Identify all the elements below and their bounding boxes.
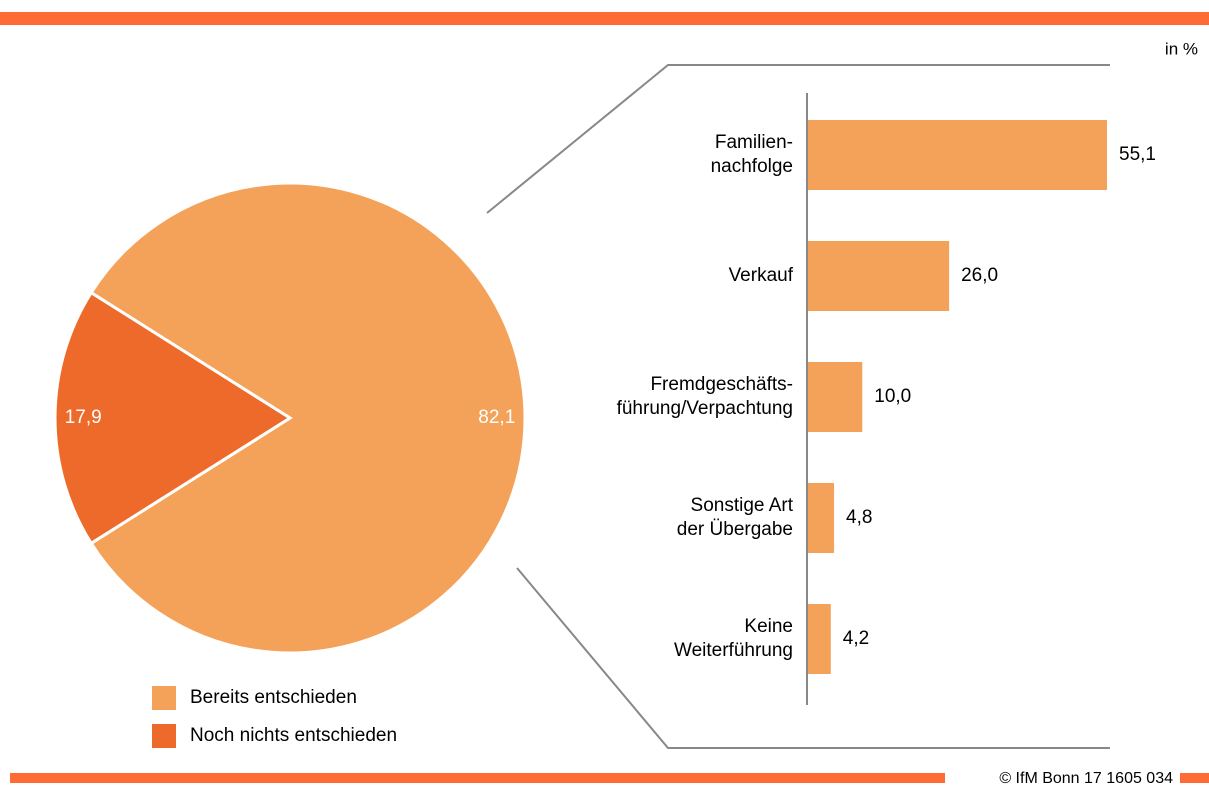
bottom-band: [10, 773, 945, 783]
category-label: Keine Weiterführung: [674, 616, 793, 661]
bar-value-label: 26,0: [961, 265, 998, 286]
bottom-band-end: [1180, 773, 1209, 783]
bar: [808, 604, 831, 674]
bar: [808, 362, 863, 432]
unit-label: in %: [1165, 39, 1198, 58]
bar-value-label: 55,1: [1119, 144, 1156, 165]
bar: [808, 241, 950, 311]
category-label: Familien-nachfolge: [711, 132, 793, 177]
footer: © IfM Bonn 17 1605 034: [999, 770, 1173, 787]
pie-value-label: 82,1: [478, 407, 515, 428]
pie-slice: [89, 181, 527, 655]
legend-swatch: [152, 686, 176, 710]
legend-label: Noch nichts entschieden: [190, 725, 397, 746]
connector-top: [486, 64, 1110, 214]
legend-swatch: [152, 724, 176, 748]
connector-bottom: [516, 567, 1110, 749]
legend-label: Bereits entschieden: [190, 687, 357, 708]
category-label: Verkauf: [729, 265, 794, 286]
pie-value-label: 17,9: [65, 407, 102, 428]
bar-value-label: 4,8: [846, 507, 872, 528]
bar-value-label: 10,0: [874, 386, 911, 407]
bar: [808, 483, 835, 553]
top-band: [0, 12, 1209, 25]
category-label: Fremdgeschäfts-führung/Verpachtung: [617, 374, 793, 419]
category-label: Sonstige Art der Übergabe: [677, 495, 794, 540]
pie-slice: [53, 290, 293, 546]
bar-value-label: 4,2: [843, 628, 869, 649]
bar: [808, 120, 1107, 190]
